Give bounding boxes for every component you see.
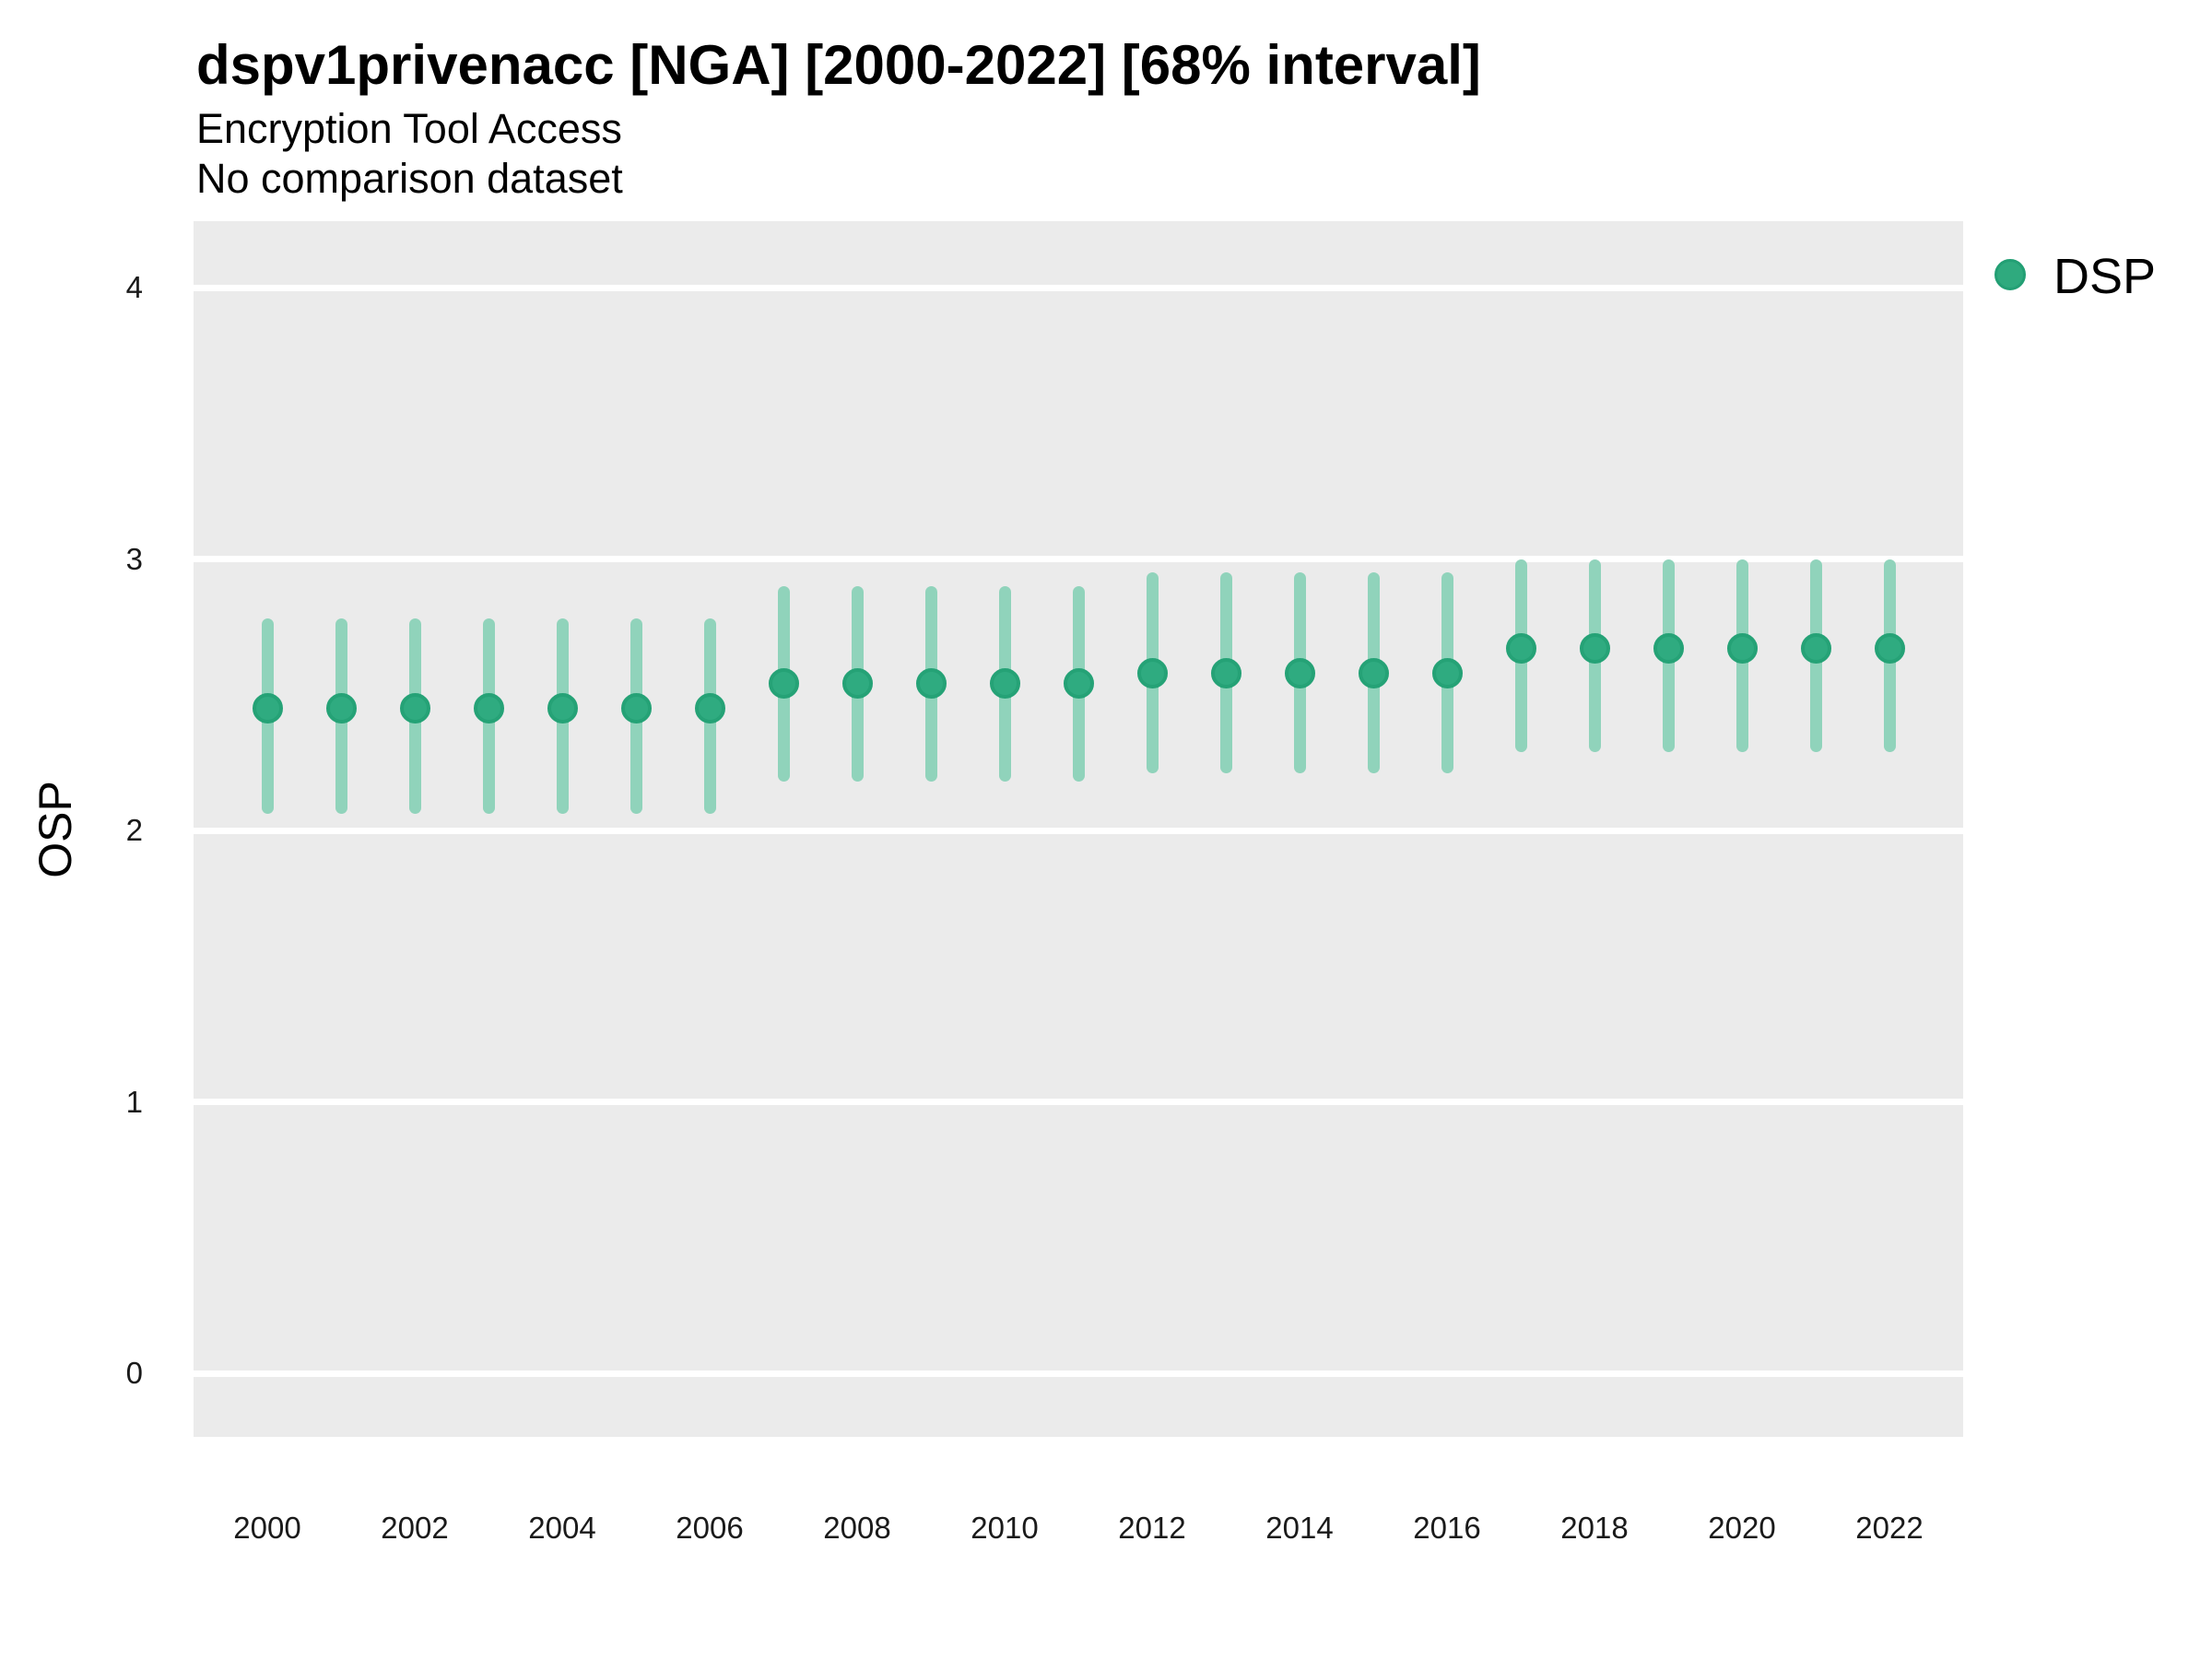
- data-point-2005: [620, 692, 652, 724]
- data-point-2022: [1874, 633, 1905, 665]
- x-tick-label-2008: 2008: [823, 1511, 891, 1545]
- data-point-2021: [1800, 633, 1831, 665]
- data-point-2002: [399, 692, 430, 724]
- x-tick-label-2016: 2016: [1413, 1511, 1481, 1545]
- page-title: dspv1privenacc [NGA] [2000-2022] [68% in…: [196, 34, 1481, 96]
- data-point-2012: [1136, 657, 1168, 688]
- legend-label: DSP: [2053, 249, 2157, 304]
- data-point-2018: [1579, 633, 1610, 665]
- x-tick-label-2004: 2004: [528, 1511, 596, 1545]
- data-point-2016: [1431, 657, 1463, 688]
- x-tick-label-2022: 2022: [1855, 1511, 1924, 1545]
- data-point-2000: [252, 692, 283, 724]
- data-point-2006: [694, 692, 725, 724]
- plot-panel: [194, 221, 1963, 1437]
- x-tick-label-2002: 2002: [381, 1511, 449, 1545]
- legend-point-icon: [1994, 259, 2026, 290]
- data-point-2001: [325, 692, 357, 724]
- gridline-y-1: [194, 1099, 1963, 1105]
- y-tick-label-1: 1: [125, 1084, 143, 1119]
- x-tick-label-2012: 2012: [1118, 1511, 1186, 1545]
- plot-subtitle: Encryption Tool Access: [196, 105, 622, 152]
- data-point-2010: [989, 668, 1020, 700]
- y-tick-label-2: 2: [125, 813, 143, 847]
- x-tick-label-2006: 2006: [676, 1511, 744, 1545]
- data-point-2019: [1653, 633, 1684, 665]
- legend: DSP: [1994, 251, 2206, 302]
- y-tick-label-4: 4: [125, 270, 143, 304]
- gridline-y-4: [194, 284, 1963, 291]
- y-tick-label-3: 3: [125, 541, 143, 576]
- x-tick-label-2014: 2014: [1265, 1511, 1334, 1545]
- x-tick-label-2000: 2000: [233, 1511, 301, 1545]
- data-point-2020: [1726, 633, 1758, 665]
- data-point-2013: [1210, 657, 1241, 688]
- plot-subtitle-note: No comparison dataset: [196, 155, 623, 202]
- data-point-2004: [547, 692, 578, 724]
- data-point-2009: [915, 668, 947, 700]
- data-point-2011: [1063, 668, 1094, 700]
- x-tick-label-2018: 2018: [1560, 1511, 1629, 1545]
- gridline-y-0: [194, 1370, 1963, 1377]
- data-point-2017: [1505, 633, 1536, 665]
- x-tick-label-2020: 2020: [1708, 1511, 1776, 1545]
- data-point-2003: [473, 692, 504, 724]
- gridline-y-3: [194, 556, 1963, 562]
- data-point-2007: [768, 668, 799, 700]
- data-point-2015: [1358, 657, 1389, 688]
- data-point-2014: [1284, 657, 1315, 688]
- gridline-y-2: [194, 827, 1963, 834]
- x-tick-label-2010: 2010: [971, 1511, 1039, 1545]
- data-point-2008: [841, 668, 873, 700]
- y-tick-label-0: 0: [125, 1356, 143, 1390]
